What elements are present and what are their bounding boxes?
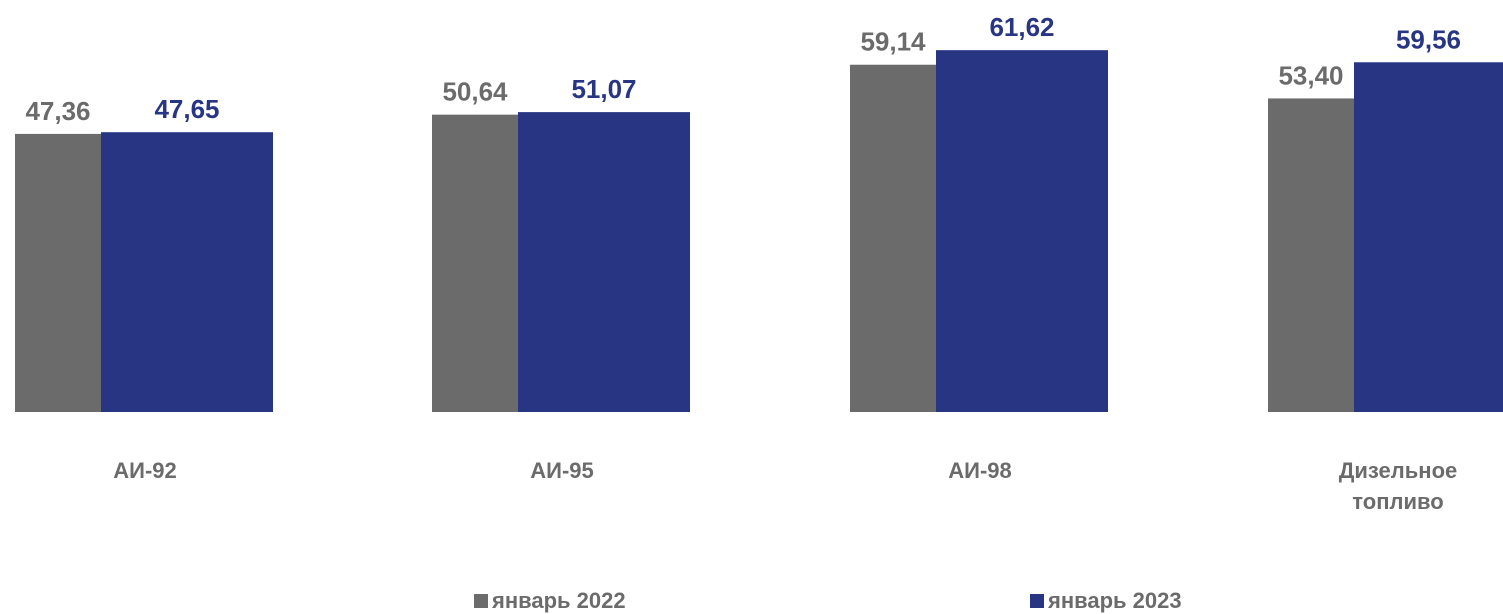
data-label-аи-92-series-0: 47,36 [25,96,90,126]
bar-аи-95-series-1 [518,112,690,413]
data-label-аи-95-series-1: 51,07 [571,74,636,104]
bar-дизельное-топливо-series-0 [1268,98,1354,412]
category-label-дизельное-топливо-line-1: топливо [1352,489,1443,514]
bar-аи-98-series-1 [936,50,1108,412]
category-label-дизельное-топливо-line-0: Дизельное [1339,458,1458,483]
data-label-аи-98-series-1: 61,62 [989,12,1054,42]
category-label-аи-95: АИ-95 [530,458,594,483]
bar-аи-95-series-0 [432,114,518,413]
legend-label-january-2023: январь 2023 [1048,588,1182,613]
category-label-аи-98: АИ-98 [948,458,1012,483]
bar-аи-98-series-0 [850,64,936,412]
legend-swatch-january-2023 [1030,594,1044,608]
data-label-аи-98-series-0: 59,14 [860,27,926,57]
legend-swatch-january-2022 [474,594,488,608]
legend-label-january-2022: январь 2022 [492,588,626,613]
bar-дизельное-топливо-series-1 [1354,62,1503,413]
data-label-аи-95-series-0: 50,64 [442,77,508,107]
data-label-дизельное-топливо-series-1: 59,56 [1396,24,1461,54]
bar-аи-92-series-0 [15,133,101,412]
data-label-аи-92-series-1: 47,65 [154,94,219,124]
bar-аи-92-series-1 [101,132,273,412]
category-label-аи-92: АИ-92 [113,458,177,483]
data-label-дизельное-топливо-series-0: 53,40 [1278,60,1343,90]
legend-item-january-2023: январь 2023 [1030,588,1182,614]
legend-item-january-2022: январь 2022 [474,588,626,614]
